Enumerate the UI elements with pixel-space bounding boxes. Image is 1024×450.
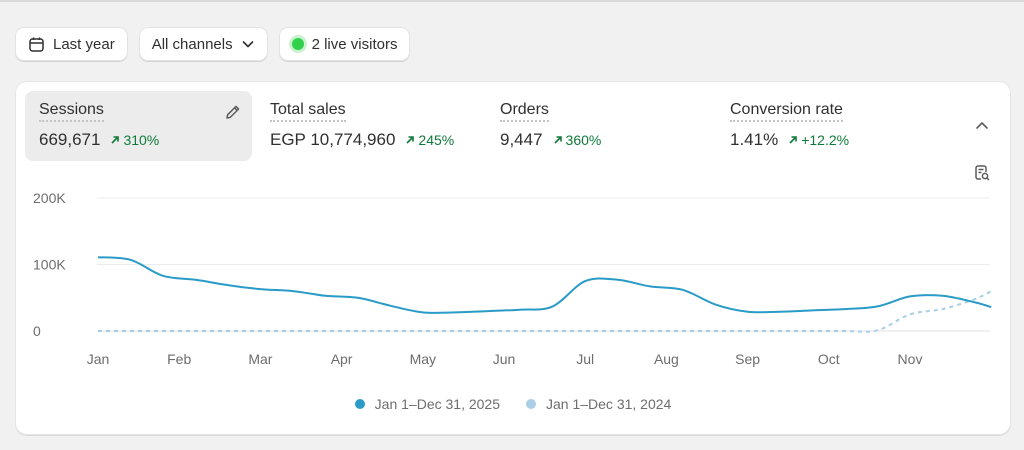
channel-label: All channels bbox=[151, 35, 233, 53]
arrow-up-right-icon bbox=[789, 136, 798, 144]
y-tick-label: 100K bbox=[33, 257, 66, 273]
metric-change-value: 245% bbox=[418, 132, 455, 148]
date-range-label: Last year bbox=[53, 35, 115, 53]
chart-legend: Jan 1–Dec 31, 2025 Jan 1–Dec 31, 2024 bbox=[15, 396, 1011, 412]
x-tick-label: Mar bbox=[248, 351, 272, 367]
legend-label-previous: Jan 1–Dec 31, 2024 bbox=[546, 396, 672, 412]
metric-tab-total-sales[interactable]: Total sales EGP 10,774,960 245% bbox=[256, 91, 476, 161]
x-tick-label: May bbox=[410, 351, 436, 367]
filter-bar: Last year All channels 2 live visitors bbox=[15, 27, 411, 61]
x-tick-label: Aug bbox=[654, 351, 679, 367]
report-search-icon[interactable] bbox=[973, 164, 991, 187]
metric-change-value: +12.2% bbox=[801, 132, 850, 148]
x-tick-label: Apr bbox=[331, 351, 353, 367]
x-tick-label: Jun bbox=[493, 351, 516, 367]
channel-select[interactable]: All channels bbox=[138, 27, 268, 61]
metric-change: 245% bbox=[405, 132, 454, 148]
x-tick-label: Nov bbox=[898, 351, 923, 367]
top-divider bbox=[0, 0, 1024, 2]
arrow-up-right-icon bbox=[111, 136, 120, 144]
live-visitors-label: 2 live visitors bbox=[311, 35, 398, 53]
metric-label: Total sales bbox=[270, 101, 346, 122]
y-tick-label: 0 bbox=[33, 323, 41, 339]
metric-tab-orders[interactable]: Orders 9,447 360% bbox=[486, 91, 686, 161]
x-tick-label: Jan bbox=[87, 351, 110, 367]
legend-dot-current bbox=[354, 399, 365, 409]
arrow-up-right-icon bbox=[553, 136, 562, 144]
legend-item-previous[interactable]: Jan 1–Dec 31, 2024 bbox=[526, 396, 671, 412]
metric-label: Sessions bbox=[39, 101, 104, 122]
live-visitors-button[interactable]: 2 live visitors bbox=[278, 27, 411, 61]
metric-value: 669,671 bbox=[39, 130, 101, 149]
series-line-previous bbox=[97, 290, 992, 333]
chevron-down-icon bbox=[241, 37, 255, 51]
metric-change-value: 360% bbox=[565, 132, 602, 148]
metric-tab-conversion-rate[interactable]: Conversion rate 1.41% +12.2% bbox=[716, 91, 936, 161]
metric-change: 310% bbox=[110, 132, 159, 148]
metric-label: Orders bbox=[500, 101, 549, 122]
metric-value: 9,447 bbox=[500, 130, 543, 149]
y-tick-label: 200K bbox=[33, 190, 66, 206]
legend-dot-previous bbox=[526, 399, 536, 409]
chevron-up-icon[interactable] bbox=[973, 117, 991, 140]
metric-label: Conversion rate bbox=[730, 101, 843, 122]
x-tick-label: Feb bbox=[167, 351, 191, 367]
legend-item-current[interactable]: Jan 1–Dec 31, 2025 bbox=[354, 396, 500, 412]
live-status-dot bbox=[291, 38, 304, 50]
date-range-button[interactable]: Last year bbox=[15, 27, 128, 61]
x-tick-label: Sep bbox=[735, 351, 760, 367]
metric-value: EGP 10,774,960 bbox=[270, 130, 396, 149]
legend-label-current: Jan 1–Dec 31, 2025 bbox=[374, 396, 500, 412]
sessions-line-chart: 200K 100K 0 Jan Feb Mar Apr May Jun Jul Aug Sep Oct N… bbox=[33, 190, 992, 367]
series-line-current bbox=[97, 256, 992, 314]
x-tick-label: Oct bbox=[818, 351, 840, 367]
calendar-icon bbox=[28, 36, 45, 53]
metric-value: 1.41% bbox=[730, 130, 779, 149]
analytics-card: Sessions 669,671 310% Total sales EGP 10… bbox=[15, 81, 1011, 435]
metric-change-value: 310% bbox=[123, 132, 160, 148]
metric-change: 360% bbox=[553, 132, 602, 148]
metric-tab-sessions[interactable]: Sessions 669,671 310% bbox=[25, 91, 252, 161]
arrow-up-right-icon bbox=[406, 136, 415, 144]
pencil-icon[interactable] bbox=[224, 103, 242, 126]
x-tick-label: Jul bbox=[576, 351, 594, 367]
metric-change: +12.2% bbox=[788, 132, 849, 148]
